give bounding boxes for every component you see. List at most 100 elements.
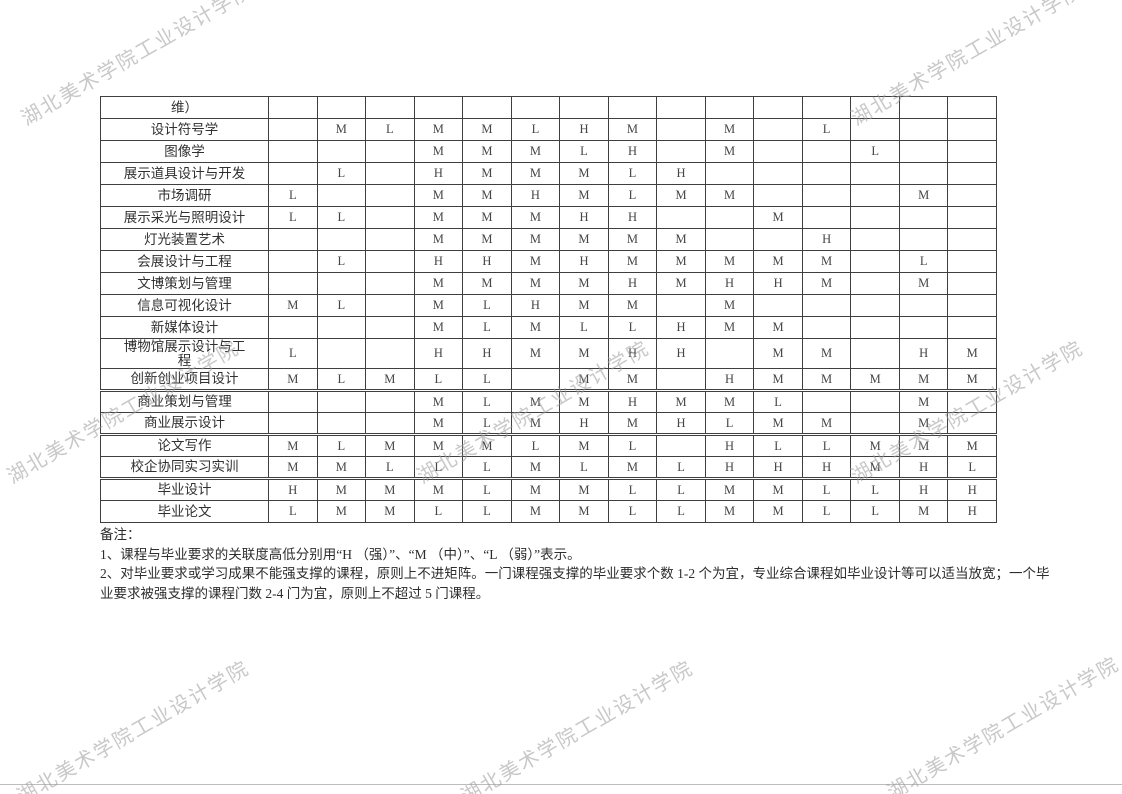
matrix-value-cell: L: [704, 412, 755, 435]
matrix-value-cell: L: [316, 206, 367, 229]
matrix-value-cell: M: [510, 272, 561, 295]
matrix-value-cell: M: [413, 433, 464, 457]
matrix-value-cell: [753, 294, 803, 317]
matrix-value-cell: [801, 162, 852, 185]
matrix-value-cell: M: [753, 250, 803, 273]
matrix-value-cell: M: [559, 162, 609, 185]
matrix-value-cell: [753, 162, 803, 185]
matrix-value-cell: M: [559, 500, 609, 523]
matrix-value-cell: L: [316, 433, 367, 457]
matrix-value-cell: [947, 118, 997, 141]
matrix-value-cell: L: [462, 294, 512, 317]
matrix-value-cell: [316, 316, 367, 339]
matrix-value-cell: L: [801, 118, 852, 141]
matrix-value-cell: M: [413, 206, 464, 229]
matrix-value-cell: M: [510, 250, 561, 273]
matrix-value-cell: H: [801, 228, 852, 251]
matrix-value-cell: M: [413, 477, 464, 501]
matrix-value-cell: L: [365, 118, 415, 141]
matrix-value-cell: L: [268, 184, 318, 207]
matrix-value-cell: H: [607, 140, 658, 163]
table-row: 信息可视化设计 M L M L H M M M: [100, 294, 997, 317]
matrix-value-cell: M: [947, 368, 997, 391]
matrix-value-cell: L: [316, 162, 367, 185]
matrix-value-cell: M: [268, 456, 318, 479]
table-row: 设计符号学 M L M M L H M M L: [100, 118, 997, 141]
matrix-value-cell: L: [607, 500, 658, 523]
matrix-value-cell: [365, 272, 415, 295]
course-name-cell: 商业展示设计: [100, 412, 269, 435]
matrix-value-cell: H: [753, 272, 803, 295]
course-name-cell: 创新创业项目设计: [100, 368, 269, 391]
matrix-value-cell: H: [559, 412, 609, 435]
matrix-value-cell: L: [462, 477, 512, 501]
matrix-value-cell: [704, 162, 755, 185]
matrix-value-cell: M: [559, 368, 609, 391]
matrix-value-cell: [850, 412, 900, 435]
matrix-value-cell: L: [316, 368, 367, 391]
matrix-value-cell: [850, 389, 900, 413]
matrix-value-cell: L: [462, 389, 512, 413]
course-name-cell: 维）: [100, 96, 269, 119]
matrix-value-cell: M: [268, 433, 318, 457]
matrix-value-cell: [316, 184, 367, 207]
matrix-value-cell: L: [462, 456, 512, 479]
matrix-value-cell: M: [850, 456, 900, 479]
matrix-value-cell: [850, 162, 900, 185]
matrix-value-cell: [704, 228, 755, 251]
matrix-value-cell: H: [704, 272, 755, 295]
matrix-value-cell: L: [268, 500, 318, 523]
matrix-value-cell: [898, 228, 949, 251]
matrix-value-cell: [850, 294, 900, 317]
matrix-value-cell: M: [413, 118, 464, 141]
matrix-value-cell: L: [413, 456, 464, 479]
matrix-value-cell: M: [898, 272, 949, 295]
matrix-value-cell: [753, 140, 803, 163]
matrix-value-cell: L: [801, 433, 852, 457]
matrix-value-cell: [510, 368, 561, 391]
matrix-value-cell: M: [704, 140, 755, 163]
matrix-value-cell: [704, 338, 755, 369]
matrix-value-cell: [947, 162, 997, 185]
matrix-value-cell: L: [510, 433, 561, 457]
matrix-body: 维） 设计符号学 M L M M L H M M L 图像学 M M M L H M L 展示道具设计与开发 L H M M M…: [100, 96, 997, 523]
matrix-value-cell: M: [462, 140, 512, 163]
matrix-value-cell: M: [413, 294, 464, 317]
matrix-value-cell: L: [850, 140, 900, 163]
course-name-cell: 论文写作: [100, 433, 269, 457]
matrix-value-cell: M: [607, 250, 658, 273]
matrix-value-cell: L: [559, 316, 609, 339]
course-name-cell: 市场调研: [100, 184, 269, 207]
matrix-value-cell: [947, 412, 997, 435]
matrix-value-cell: M: [753, 368, 803, 391]
matrix-value-cell: [656, 96, 706, 119]
course-name-cell: 文博策划与管理: [100, 272, 269, 295]
note-line-1: 1、课程与毕业要求的关联度高低分别用“H （强）”、“M （中）”、“L （弱）…: [100, 546, 581, 562]
matrix-value-cell: L: [607, 184, 658, 207]
matrix-value-cell: M: [413, 272, 464, 295]
matrix-value-cell: [365, 184, 415, 207]
table-row: 商业策划与管理 M L M M H M M L M: [100, 389, 997, 413]
matrix-value-cell: M: [462, 228, 512, 251]
matrix-value-cell: H: [607, 206, 658, 229]
notes-title: 备注：: [100, 527, 141, 542]
matrix-value-cell: H: [753, 456, 803, 479]
matrix-value-cell: M: [462, 184, 512, 207]
matrix-value-cell: [947, 272, 997, 295]
table-row: 校企协同实习实训 M M L L L M L M L H H H M H L: [100, 456, 997, 479]
matrix-value-cell: M: [753, 477, 803, 501]
matrix-value-cell: M: [850, 433, 900, 457]
matrix-value-cell: M: [898, 412, 949, 435]
matrix-value-cell: M: [462, 162, 512, 185]
matrix-value-cell: M: [607, 456, 658, 479]
course-name-cell: 新媒体设计: [100, 316, 269, 339]
course-name-cell: 展示道具设计与开发: [100, 162, 269, 185]
watermark-text: 湖北美术学院工业设计学院: [13, 657, 254, 794]
matrix-value-cell: [753, 184, 803, 207]
matrix-value-cell: M: [365, 433, 415, 457]
notes-section: 备注： 1、课程与毕业要求的关联度高低分别用“H （强）”、“M （中）”、“L…: [100, 525, 1050, 603]
table-row: 会展设计与工程 L H H M H M M M M M L: [100, 250, 997, 273]
course-name-cell: 图像学: [100, 140, 269, 163]
matrix-value-cell: [365, 140, 415, 163]
matrix-value-cell: [801, 184, 852, 207]
